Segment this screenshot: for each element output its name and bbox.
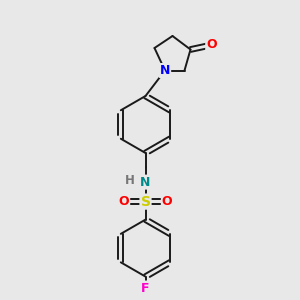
Text: O: O xyxy=(118,195,129,208)
Text: N: N xyxy=(160,64,170,77)
Text: O: O xyxy=(162,195,172,208)
Text: F: F xyxy=(141,281,150,295)
Text: S: S xyxy=(140,195,151,208)
Text: O: O xyxy=(206,38,217,52)
Text: H: H xyxy=(125,174,135,187)
Text: N: N xyxy=(140,176,151,189)
